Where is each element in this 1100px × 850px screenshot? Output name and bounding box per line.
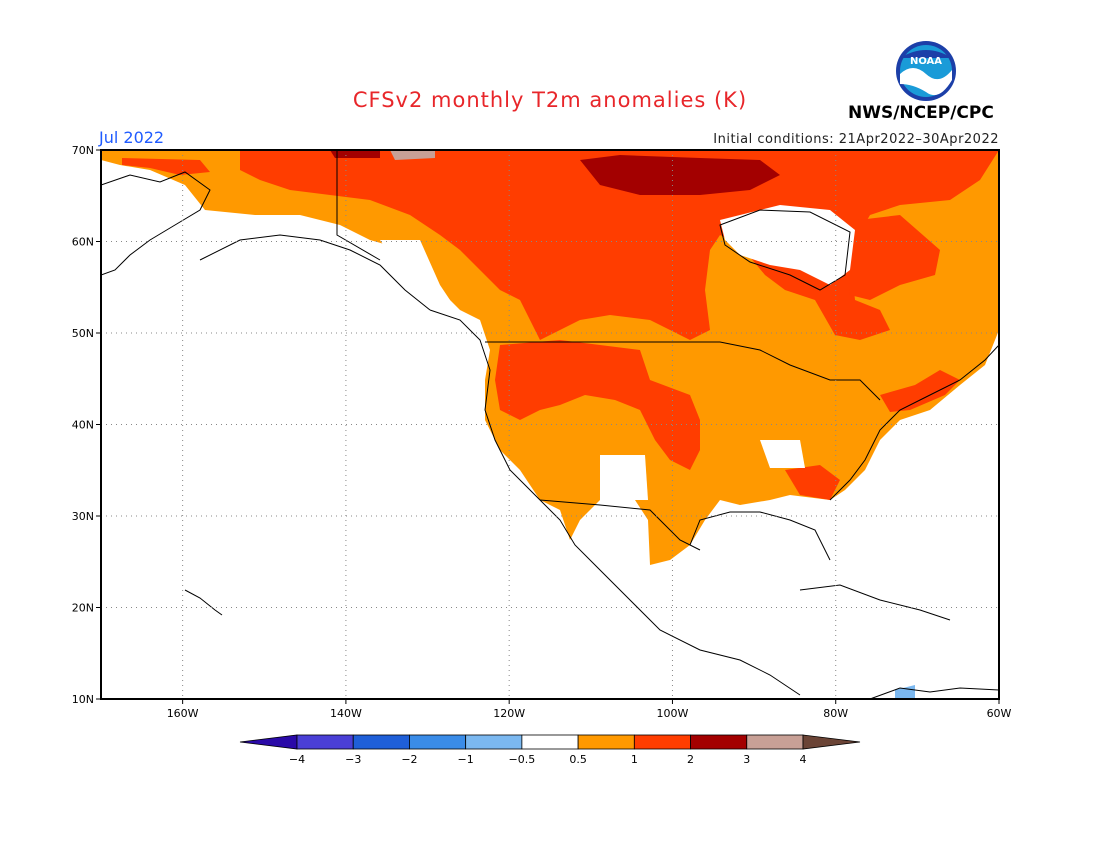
colorbar-bin <box>690 734 748 750</box>
colorbar-bin <box>802 734 861 750</box>
anomaly-region-red-se <box>785 465 840 500</box>
colorbar-label: −3 <box>345 753 361 766</box>
colorbar-bin <box>409 734 467 750</box>
colorbar-bin <box>352 734 410 750</box>
lon-tick-label: 160W <box>167 707 199 720</box>
coast-east <box>829 344 999 501</box>
coast-west <box>429 309 801 696</box>
colorbar-label: −2 <box>401 753 417 766</box>
latitude-labels: 70N 60N 50N 40N 30N 20N 10N <box>72 144 101 706</box>
colorbar-bin <box>521 734 579 750</box>
noaa-logo-icon: NOAA <box>896 41 956 101</box>
colorbar-bin <box>746 734 804 750</box>
colorbar: −4 −3 −2 −1 −0.5 0.5 1 2 3 4 <box>239 734 861 766</box>
lat-tick-label: 50N <box>72 327 94 340</box>
border-us-mexico <box>539 499 701 551</box>
coastlines <box>101 150 999 699</box>
lon-tick-label: 100W <box>657 707 689 720</box>
anomaly-region-red-coast <box>122 158 210 175</box>
lon-tick-label: 80W <box>823 707 848 720</box>
colorbar-label: 4 <box>800 753 807 766</box>
anomaly-region-darkred <box>580 155 780 195</box>
anomaly-region-red-ne <box>880 370 960 412</box>
colorbar-bin <box>465 734 523 750</box>
colorbar-label: 0.5 <box>569 753 587 766</box>
colorbar-bin <box>296 734 354 750</box>
lat-tick-label: 20N <box>72 602 94 615</box>
anomaly-region-red-east <box>848 215 940 300</box>
logo-text: NOAA <box>910 56 942 67</box>
initial-conditions: Initial conditions: 21Apr2022–30Apr2022 <box>713 132 999 147</box>
anomaly-region-red-north <box>240 150 999 340</box>
coast-gulf <box>689 511 831 561</box>
neutral-region-sw <box>600 455 648 500</box>
colorbar-label: −1 <box>458 753 474 766</box>
colorbar-bin <box>633 734 691 750</box>
coast-alaska <box>101 171 211 276</box>
border-us-canada <box>485 341 881 401</box>
colorbar-label: −4 <box>289 753 305 766</box>
coast-hudson <box>719 209 851 291</box>
lon-tick-label: 120W <box>493 707 525 720</box>
neutral-region-ak <box>380 240 450 300</box>
lon-tick-label: 60W <box>987 707 1012 720</box>
coast-hawaii <box>184 589 223 616</box>
valid-month: Jul 2022 <box>99 128 165 147</box>
colorbar-label: −0.5 <box>509 753 536 766</box>
neutral-region-great-lakes <box>760 440 805 468</box>
anomaly-region-tan <box>390 150 435 160</box>
anomaly-region-red-west <box>495 340 700 470</box>
colorbar-bin <box>577 734 635 750</box>
map-title: CFSv2 monthly T2m anomalies (K) <box>352 88 748 112</box>
colorbar-label: 2 <box>687 753 694 766</box>
agency-label: NWS/NCEP/CPC <box>848 103 994 123</box>
lat-tick-label: 70N <box>72 144 94 157</box>
longitude-labels: 160W 140W 120W 100W 80W 60W <box>167 699 1012 720</box>
lat-tick-label: 40N <box>72 419 94 432</box>
colorbar-label: 3 <box>743 753 750 766</box>
lat-tick-label: 30N <box>72 510 94 523</box>
coast-alaska-south <box>199 234 431 311</box>
anomaly-shading <box>101 150 999 699</box>
lat-tick-label: 10N <box>72 693 94 706</box>
lat-tick-label: 60N <box>72 236 94 249</box>
neutral-region-hudson <box>720 205 855 285</box>
border-alaska <box>336 150 381 261</box>
anomaly-region-blue <box>895 685 915 699</box>
coast-caribbean <box>799 584 951 621</box>
colorbar-bin <box>239 734 298 750</box>
colorbar-label: 1 <box>631 753 638 766</box>
coast-south-america <box>869 687 999 699</box>
anomaly-region-darkred-2 <box>330 150 380 158</box>
lon-tick-label: 140W <box>330 707 362 720</box>
